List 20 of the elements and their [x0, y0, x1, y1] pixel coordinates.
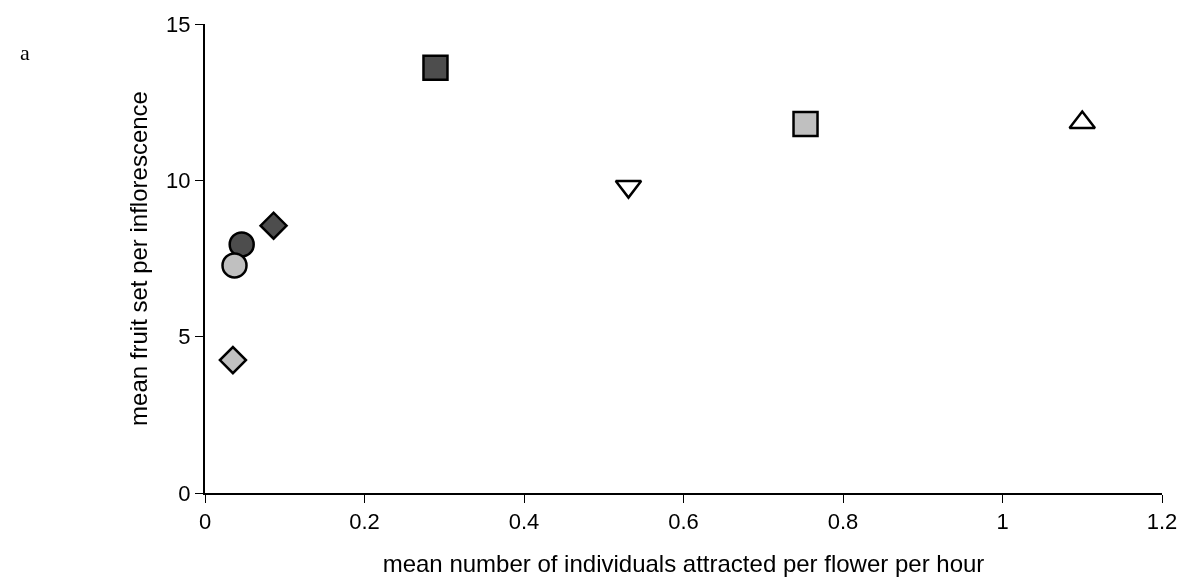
point — [228, 231, 255, 258]
point — [422, 54, 449, 82]
y-tick-label: 0 — [178, 480, 191, 506]
x-axis-title: mean number of individuals attracted per flower per hour — [382, 550, 985, 578]
point — [259, 211, 288, 240]
x-tick-label: 0.2 — [349, 509, 380, 535]
point — [218, 345, 248, 375]
y-tick-label: 5 — [178, 324, 191, 350]
x-tick-label: 0 — [198, 509, 212, 535]
text: a — [20, 40, 30, 65]
point — [792, 110, 819, 138]
y-tick-label: 10 — [166, 168, 191, 194]
y-axis-title: mean fruit set per inflorescence — [124, 91, 152, 426]
x-tick-label: 1.2 — [1146, 509, 1178, 535]
x-tick-label: 0.4 — [508, 509, 540, 535]
y-tick-label: 15 — [166, 11, 191, 37]
x-tick-label: 1 — [996, 509, 1009, 535]
x-tick-label: 0.6 — [668, 509, 699, 535]
point — [221, 252, 248, 279]
x-tick-label: 0.8 — [827, 509, 859, 535]
